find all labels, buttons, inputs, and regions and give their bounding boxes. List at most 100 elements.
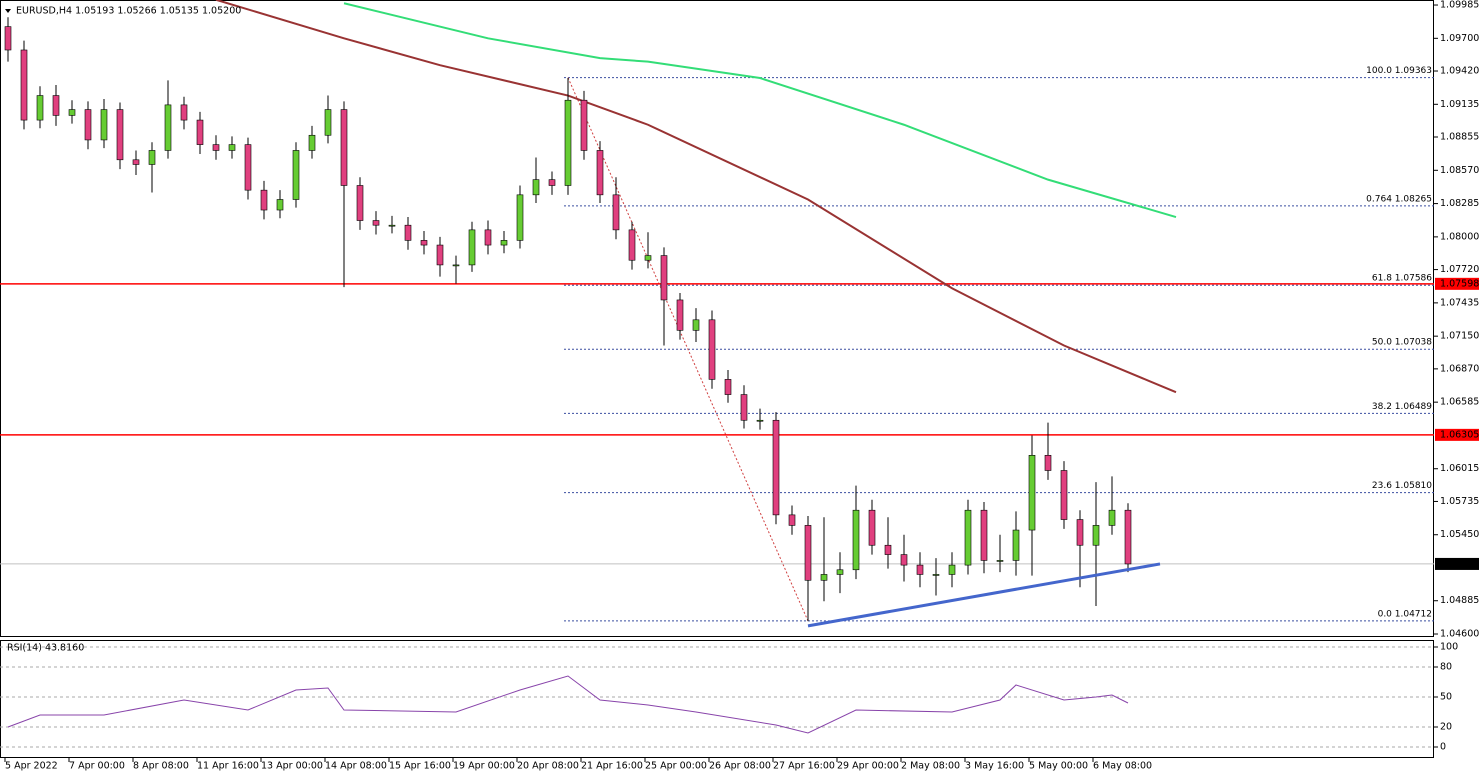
candle-body (20, 49, 28, 121)
y-tick-label: 0 (1440, 742, 1446, 753)
candle-body (948, 564, 956, 575)
candle-body (1060, 470, 1068, 520)
x-tick-label: 6 May 08:00 (1093, 761, 1152, 772)
price-label: 1.07598 (1440, 278, 1479, 289)
x-tick-label: 13 Apr 00:00 (261, 761, 323, 772)
x-tick-label: 21 Apr 16:00 (581, 761, 643, 772)
y-tick-label: 1.08570 (1440, 165, 1479, 176)
candle-body (1108, 509, 1116, 526)
candle-body (628, 229, 636, 261)
candle-body (500, 240, 508, 246)
candle-body (964, 509, 972, 566)
candle-body (228, 144, 236, 151)
candle-body (836, 569, 844, 575)
moving-average (343, 2, 1177, 218)
main-plot (0, 0, 1434, 628)
y-tick-label: 1.09985 (1440, 0, 1479, 11)
candle-body (996, 560, 1004, 562)
price-label: 1.05200 (1440, 558, 1479, 569)
candle-body (788, 514, 796, 526)
x-tick-label: 19 Apr 00:00 (453, 761, 515, 772)
x-tick-label: 11 Apr 16:00 (197, 761, 259, 772)
candle-body (580, 99, 588, 151)
candle-body (388, 224, 396, 227)
candle-body (1012, 529, 1020, 561)
candle-body (212, 144, 220, 151)
candle-body (196, 119, 204, 145)
fib-trend (567, 77, 809, 622)
candle-body (164, 104, 172, 151)
candle-body (132, 159, 140, 165)
y-tick-label: 1.06585 (1440, 397, 1479, 408)
axes: 1.09985 1.09700 1.09420 1.09135 1.08855 1.085… (4, 0, 1479, 772)
candle-body (852, 509, 860, 571)
y-tick-label: 100 (1440, 642, 1458, 653)
moving-average (215, 0, 1177, 394)
rsi-title: RSI(14) 43.8160 (7, 643, 84, 654)
candle-body (84, 109, 92, 141)
candle-body (372, 220, 380, 226)
x-tick-label: 26 Apr 08:00 (709, 761, 771, 772)
candle-body (868, 509, 876, 546)
y-tick-label: 1.06015 (1440, 463, 1479, 474)
y-tick-label: 50 (1440, 692, 1452, 703)
candle-body (1028, 455, 1036, 531)
y-tick-label: 1.07435 (1440, 297, 1479, 308)
x-tick-label: 25 Apr 00:00 (645, 761, 707, 772)
candle-body (756, 419, 764, 422)
y-tick-label: 1.04885 (1440, 595, 1479, 606)
candle-body (468, 229, 476, 266)
candle-body (916, 564, 924, 575)
fib-label: 0.0 1.04712 (1378, 609, 1432, 619)
candle-body (436, 244, 444, 266)
y-tick-label: 1.07720 (1440, 264, 1479, 275)
x-tick-label: 29 Apr 00:00 (837, 761, 899, 772)
candle-body (356, 185, 364, 221)
candle-body (324, 109, 332, 136)
candle-body (244, 144, 252, 191)
price-label-box (1435, 557, 1479, 570)
candle-body (68, 109, 76, 116)
candle-body (308, 134, 316, 151)
candle-body (660, 255, 668, 301)
candle-body (596, 150, 604, 196)
candle-body (1092, 525, 1100, 546)
candle-body (340, 109, 348, 186)
candle-body (116, 109, 124, 161)
y-tick-label: 1.06870 (1440, 363, 1479, 374)
candle-body (1076, 519, 1084, 546)
candle-body (532, 179, 540, 196)
y-tick-label: 1.09700 (1440, 33, 1479, 44)
rsi-plot (0, 646, 1434, 748)
y-tick-label: 1.09135 (1440, 99, 1479, 110)
price-label-box (1435, 277, 1479, 290)
candle-body (292, 150, 300, 200)
fib-label: 61.8 1.07586 (1372, 274, 1432, 284)
menu-arrow[interactable] (5, 9, 11, 13)
x-tick-label: 7 Apr 00:00 (69, 761, 125, 772)
trend-line (807, 562, 1161, 628)
candle-body (724, 379, 732, 395)
candle-body (548, 179, 556, 186)
x-tick-label: 5 May 00:00 (1029, 761, 1088, 772)
y-tick-label: 1.05450 (1440, 529, 1479, 540)
price-label: 1.06305 (1440, 429, 1479, 440)
candle-body (404, 224, 412, 241)
candle-body (804, 525, 812, 581)
candle-body (100, 109, 108, 141)
candle-body (36, 95, 44, 121)
candle-body (52, 95, 60, 116)
main-pane (0, 0, 1434, 637)
candle-body (740, 394, 748, 421)
candle-body (676, 299, 684, 331)
x-tick-label: 2 May 08:00 (901, 761, 960, 772)
candle-body (420, 240, 428, 246)
x-tick-label: 8 Apr 08:00 (133, 761, 189, 772)
x-tick-label: 3 May 16:00 (965, 761, 1024, 772)
candle-body (884, 544, 892, 555)
rsi-line (7, 675, 1129, 734)
candle-body (276, 199, 284, 211)
candle-body (1124, 509, 1132, 565)
fib-label: 100.0 1.09363 (1366, 66, 1432, 76)
